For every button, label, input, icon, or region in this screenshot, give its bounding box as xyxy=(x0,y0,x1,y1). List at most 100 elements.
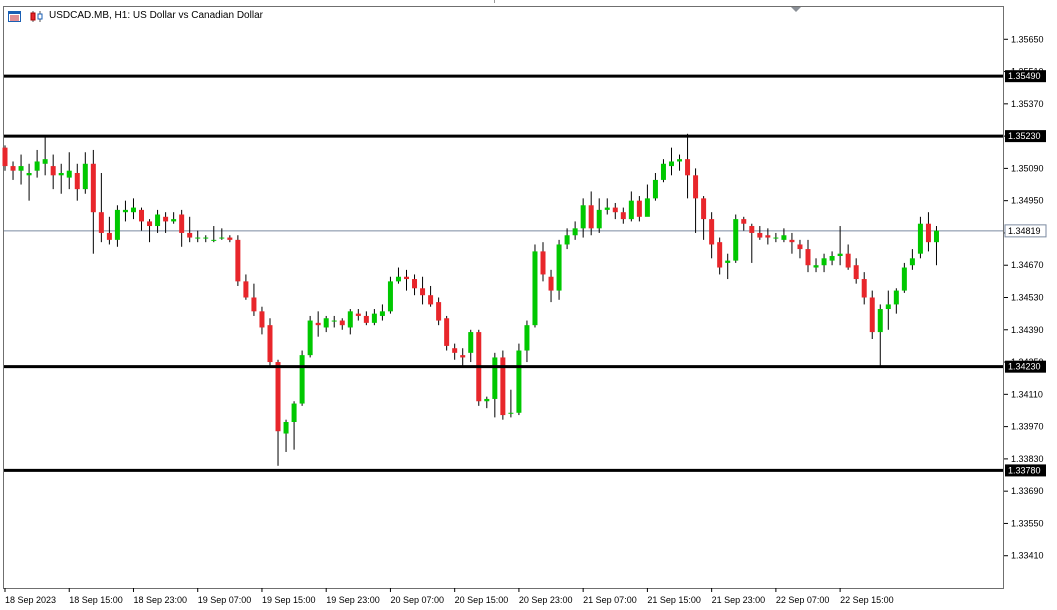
bullish-candle xyxy=(42,159,48,164)
bearish-candle xyxy=(693,175,699,199)
bearish-candle xyxy=(749,226,755,233)
bearish-candle xyxy=(251,297,257,312)
menu-icon[interactable] xyxy=(8,11,21,22)
bearish-candle xyxy=(717,242,723,268)
current-price-box xyxy=(1004,224,1047,238)
shift-marker-icon[interactable] xyxy=(791,7,801,12)
level-price-label: 1.33780 xyxy=(1008,465,1041,475)
current-price-label: 1.34819 xyxy=(1008,226,1041,236)
bearish-candle xyxy=(460,355,466,358)
bullish-candle xyxy=(917,223,923,254)
x-tick-label: 21 Sep 23:00 xyxy=(712,595,766,605)
bearish-candle xyxy=(444,318,450,346)
y-tick-label: 1.34390 xyxy=(1011,325,1044,335)
x-tick-label: 19 Sep 23:00 xyxy=(326,595,380,605)
y-tick-label: 1.33550 xyxy=(1011,518,1044,528)
bearish-candle xyxy=(701,198,707,220)
chart-title: USDCAD.MB, H1: US Dollar vs Canadian Dol… xyxy=(49,10,263,21)
bullish-candle xyxy=(773,237,779,239)
bearish-candle xyxy=(187,232,193,238)
bearish-candle xyxy=(452,348,458,353)
bearish-candle xyxy=(765,235,771,238)
bullish-candle xyxy=(652,179,658,199)
bullish-candle xyxy=(885,304,891,310)
bullish-candle xyxy=(644,198,650,217)
bullish-candle xyxy=(596,209,602,229)
bullish-candle xyxy=(516,350,522,413)
bearish-candle xyxy=(685,159,691,176)
bearish-candle xyxy=(355,313,361,316)
bearish-candle xyxy=(90,163,96,213)
bearish-candle xyxy=(636,200,642,217)
bearish-candle xyxy=(548,276,554,291)
bearish-candle xyxy=(267,325,273,363)
bullish-candle xyxy=(34,161,40,171)
bullish-candle xyxy=(211,239,217,241)
bearish-candle xyxy=(10,166,16,171)
bearish-candle xyxy=(106,232,112,240)
bullish-candle xyxy=(130,207,136,213)
bearish-candle xyxy=(412,279,418,289)
x-tick-label: 18 Sep 2023 xyxy=(5,595,56,605)
bearish-candle xyxy=(179,214,185,233)
y-tick-label: 1.33830 xyxy=(1011,454,1044,464)
bullish-candle xyxy=(933,230,939,243)
bearish-candle xyxy=(612,207,618,213)
bullish-candle xyxy=(877,309,883,333)
bullish-candle xyxy=(725,260,731,263)
bearish-candle xyxy=(404,276,409,280)
bullish-candle xyxy=(18,166,24,171)
bearish-candle xyxy=(163,216,169,222)
bullish-candle xyxy=(572,228,578,236)
bullish-candle xyxy=(379,311,385,316)
bullish-candle xyxy=(813,265,819,268)
bearish-candle xyxy=(805,249,811,266)
bullish-candle xyxy=(508,412,514,414)
bullish-candle xyxy=(387,281,393,312)
level-price-label: 1.35230 xyxy=(1008,131,1041,141)
bullish-candle xyxy=(484,398,490,402)
bullish-candle xyxy=(909,258,915,266)
x-tick-label: 19 Sep 15:00 xyxy=(262,595,316,605)
x-tick-label: 20 Sep 07:00 xyxy=(390,595,444,605)
bearish-candle xyxy=(74,173,80,190)
bearish-candle xyxy=(861,279,867,298)
bullish-candle xyxy=(677,159,683,162)
bullish-candle xyxy=(468,332,474,353)
bullish-candle xyxy=(122,209,128,213)
x-tick-label: 21 Sep 15:00 xyxy=(647,595,701,605)
bearish-candle xyxy=(98,212,104,233)
bullish-candle xyxy=(668,161,674,167)
x-tick-label: 22 Sep 15:00 xyxy=(840,595,894,605)
level-price-box xyxy=(1005,70,1046,83)
bullish-candle xyxy=(893,290,899,305)
bearish-candle xyxy=(428,295,434,305)
x-tick-label: 20 Sep 15:00 xyxy=(455,595,509,605)
level-price-box xyxy=(1005,464,1046,477)
y-tick-label: 1.34950 xyxy=(1011,196,1044,206)
candles-icon[interactable] xyxy=(30,11,43,22)
bullish-candle xyxy=(203,237,209,239)
bullish-candle xyxy=(580,205,586,229)
bullish-candle xyxy=(556,244,562,291)
bearish-candle xyxy=(540,251,546,275)
top-tick xyxy=(494,0,495,3)
bullish-candle xyxy=(347,311,353,328)
bearish-candle xyxy=(50,166,56,176)
bearish-candle xyxy=(500,357,506,416)
chart-area[interactable] xyxy=(3,6,1004,589)
bullish-candle xyxy=(155,214,161,227)
x-tick-label: 18 Sep 15:00 xyxy=(69,595,123,605)
y-tick-label: 1.35370 xyxy=(1011,99,1044,109)
bearish-candle xyxy=(436,302,442,321)
bullish-candle xyxy=(291,403,297,422)
bullish-candle xyxy=(733,219,739,261)
bearish-candle xyxy=(588,205,594,229)
bullish-candle xyxy=(829,256,835,261)
bearish-candle xyxy=(2,147,8,167)
y-tick-label: 1.34530 xyxy=(1011,293,1044,303)
bearish-candle xyxy=(797,244,803,250)
bearish-candle xyxy=(339,320,345,326)
bullish-candle xyxy=(837,253,843,256)
bearish-candle xyxy=(147,221,153,227)
